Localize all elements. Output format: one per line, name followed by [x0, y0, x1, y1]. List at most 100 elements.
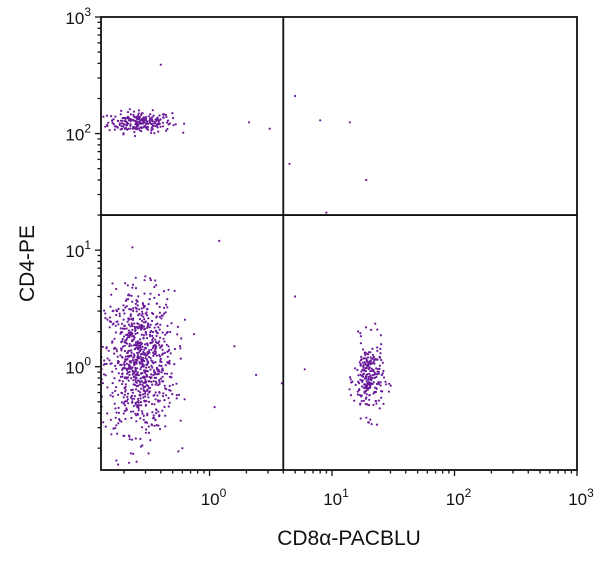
event-point — [358, 361, 361, 364]
event-point — [151, 417, 155, 420]
event-point — [387, 390, 390, 393]
event-point — [133, 397, 136, 400]
event-point — [151, 411, 154, 414]
event-point — [361, 368, 364, 371]
event-point — [131, 286, 134, 289]
event-point — [365, 416, 368, 419]
event-point — [119, 332, 122, 335]
event-point — [213, 406, 216, 409]
event-point — [175, 397, 178, 400]
event-point — [125, 123, 128, 126]
event-point — [122, 402, 125, 405]
event-point — [377, 382, 381, 386]
event-point — [168, 384, 171, 388]
event-point — [130, 344, 133, 347]
event-point — [128, 373, 131, 377]
event-point — [163, 306, 166, 309]
event-point — [139, 417, 142, 420]
event-point — [368, 382, 371, 385]
event-point — [159, 377, 162, 380]
event-point — [141, 312, 144, 315]
event-point — [138, 324, 141, 327]
event-point — [157, 293, 161, 296]
event-point — [137, 407, 140, 410]
event-point — [179, 357, 182, 360]
event-point — [122, 412, 125, 415]
event-point — [131, 391, 134, 394]
event-point — [172, 116, 175, 120]
event-point — [140, 333, 143, 336]
event-point — [143, 352, 146, 355]
event-point — [371, 374, 374, 377]
event-point — [137, 109, 141, 112]
event-point — [140, 328, 143, 331]
event-point — [141, 356, 144, 359]
event-point — [135, 128, 138, 131]
event-point — [137, 397, 140, 400]
event-point — [145, 384, 148, 387]
event-point — [124, 355, 127, 358]
event-point — [126, 371, 130, 374]
event-point — [139, 126, 143, 129]
event-point — [109, 418, 112, 421]
event-point — [139, 348, 142, 351]
event-point — [132, 115, 136, 118]
event-point — [141, 345, 144, 348]
event-point — [111, 382, 114, 385]
event-point — [143, 369, 146, 372]
event-point — [117, 411, 121, 414]
event-point — [153, 424, 156, 427]
event-point — [164, 425, 167, 428]
event-point — [171, 112, 174, 115]
event-point — [381, 372, 384, 375]
event-point — [364, 402, 367, 406]
event-point — [140, 319, 144, 322]
event-point — [129, 325, 132, 328]
event-point — [354, 383, 357, 386]
event-point — [158, 328, 161, 331]
event-point — [167, 288, 170, 291]
event-point — [132, 356, 135, 359]
event-point — [144, 420, 147, 424]
event-point — [160, 364, 163, 368]
event-point — [149, 323, 152, 326]
event-point — [137, 401, 140, 404]
event-point — [369, 359, 372, 362]
event-point — [126, 395, 129, 398]
event-point — [149, 331, 152, 334]
event-point — [134, 287, 138, 290]
event-point — [118, 314, 121, 318]
event-point — [155, 284, 158, 287]
event-point — [154, 345, 157, 348]
event-point — [132, 307, 135, 310]
event-point — [356, 390, 359, 393]
event-point — [114, 389, 117, 393]
event-point — [125, 305, 128, 308]
event-point — [163, 384, 166, 387]
event-point — [154, 398, 157, 401]
event-point — [376, 358, 379, 361]
event-point — [155, 331, 158, 334]
event-point — [166, 298, 169, 301]
event-point — [144, 331, 147, 334]
event-point — [143, 348, 146, 351]
event-point — [369, 418, 372, 421]
event-point — [150, 129, 153, 132]
event-point — [155, 381, 158, 385]
event-point — [158, 340, 161, 343]
event-point — [134, 437, 137, 440]
event-point — [166, 324, 169, 327]
event-point — [380, 358, 383, 362]
y-tick-label: 100 — [65, 355, 91, 378]
event-point — [139, 326, 142, 329]
event-point — [148, 390, 151, 393]
event-point — [123, 434, 126, 437]
event-point — [145, 347, 148, 350]
event-point — [117, 323, 120, 326]
event-point — [157, 410, 160, 413]
event-point — [125, 358, 128, 361]
event-point — [356, 330, 360, 333]
event-point — [166, 361, 170, 365]
event-point — [124, 390, 127, 393]
y-tick-label: 101 — [65, 238, 91, 261]
